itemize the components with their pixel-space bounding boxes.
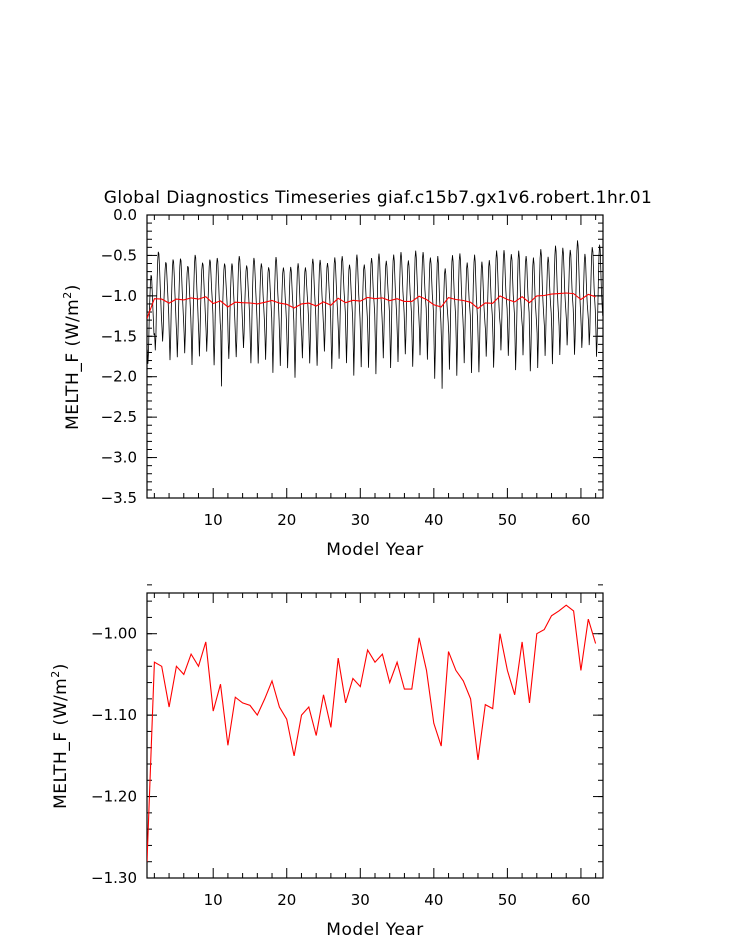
bottom-panel: 10 20 30 40 50 60 −1.30 −1.20 −1.10 −1.00 Model Ye… [49, 584, 604, 940]
y-tick-label: −1.10 [91, 706, 137, 724]
monthly-series-line [147, 240, 603, 389]
y-tick-label: −1.5 [101, 327, 137, 345]
x-tick-label: 20 [277, 511, 296, 529]
annual-mean-line [147, 292, 596, 319]
x-axis-label: Model Year [326, 920, 423, 940]
x-tick-label: 50 [498, 511, 517, 529]
y-axis-label: MELTH_F (W/m2) [61, 284, 83, 430]
y-tick-label: −3.0 [101, 449, 137, 467]
x-tick-label: 10 [204, 511, 223, 529]
y-tick-label: −1.0 [101, 287, 137, 305]
x-tick-label: 40 [424, 511, 443, 529]
y-tick-label: −3.5 [101, 489, 137, 507]
y-tick-label: −2.5 [101, 408, 137, 426]
annual-mean-line [147, 604, 597, 862]
top-panel: 10 20 30 40 50 60 −3.5 −3.0 −2.5 −2.0 −1.5 −1.0 −0.5… [61, 206, 604, 560]
x-tick-label: 30 [351, 891, 370, 909]
plot-frame [146, 592, 604, 879]
x-tick-label: 10 [204, 891, 223, 909]
x-axis-label: Model Year [326, 540, 423, 560]
y-axis-label: MELTH_F (W/m2) [49, 663, 71, 809]
y-tick-label: −1.20 [91, 788, 137, 806]
x-tick-label: 20 [277, 891, 296, 909]
x-tick-label: 60 [571, 891, 590, 909]
y-tick-label: −1.00 [91, 625, 137, 643]
x-tick-label: 30 [351, 511, 370, 529]
x-tick-label: 60 [571, 511, 590, 529]
y-tick-label: −2.0 [101, 368, 137, 386]
plot-frame [146, 214, 604, 499]
y-tick-label: −1.30 [91, 869, 137, 887]
y-tick-label: 0.0 [113, 206, 137, 224]
x-tick-label: 40 [424, 891, 443, 909]
chart-title: Global Diagnostics Timeseries giaf.c15b7… [104, 188, 652, 208]
y-tick-label: −0.5 [101, 246, 137, 264]
x-tick-label: 50 [498, 891, 517, 909]
